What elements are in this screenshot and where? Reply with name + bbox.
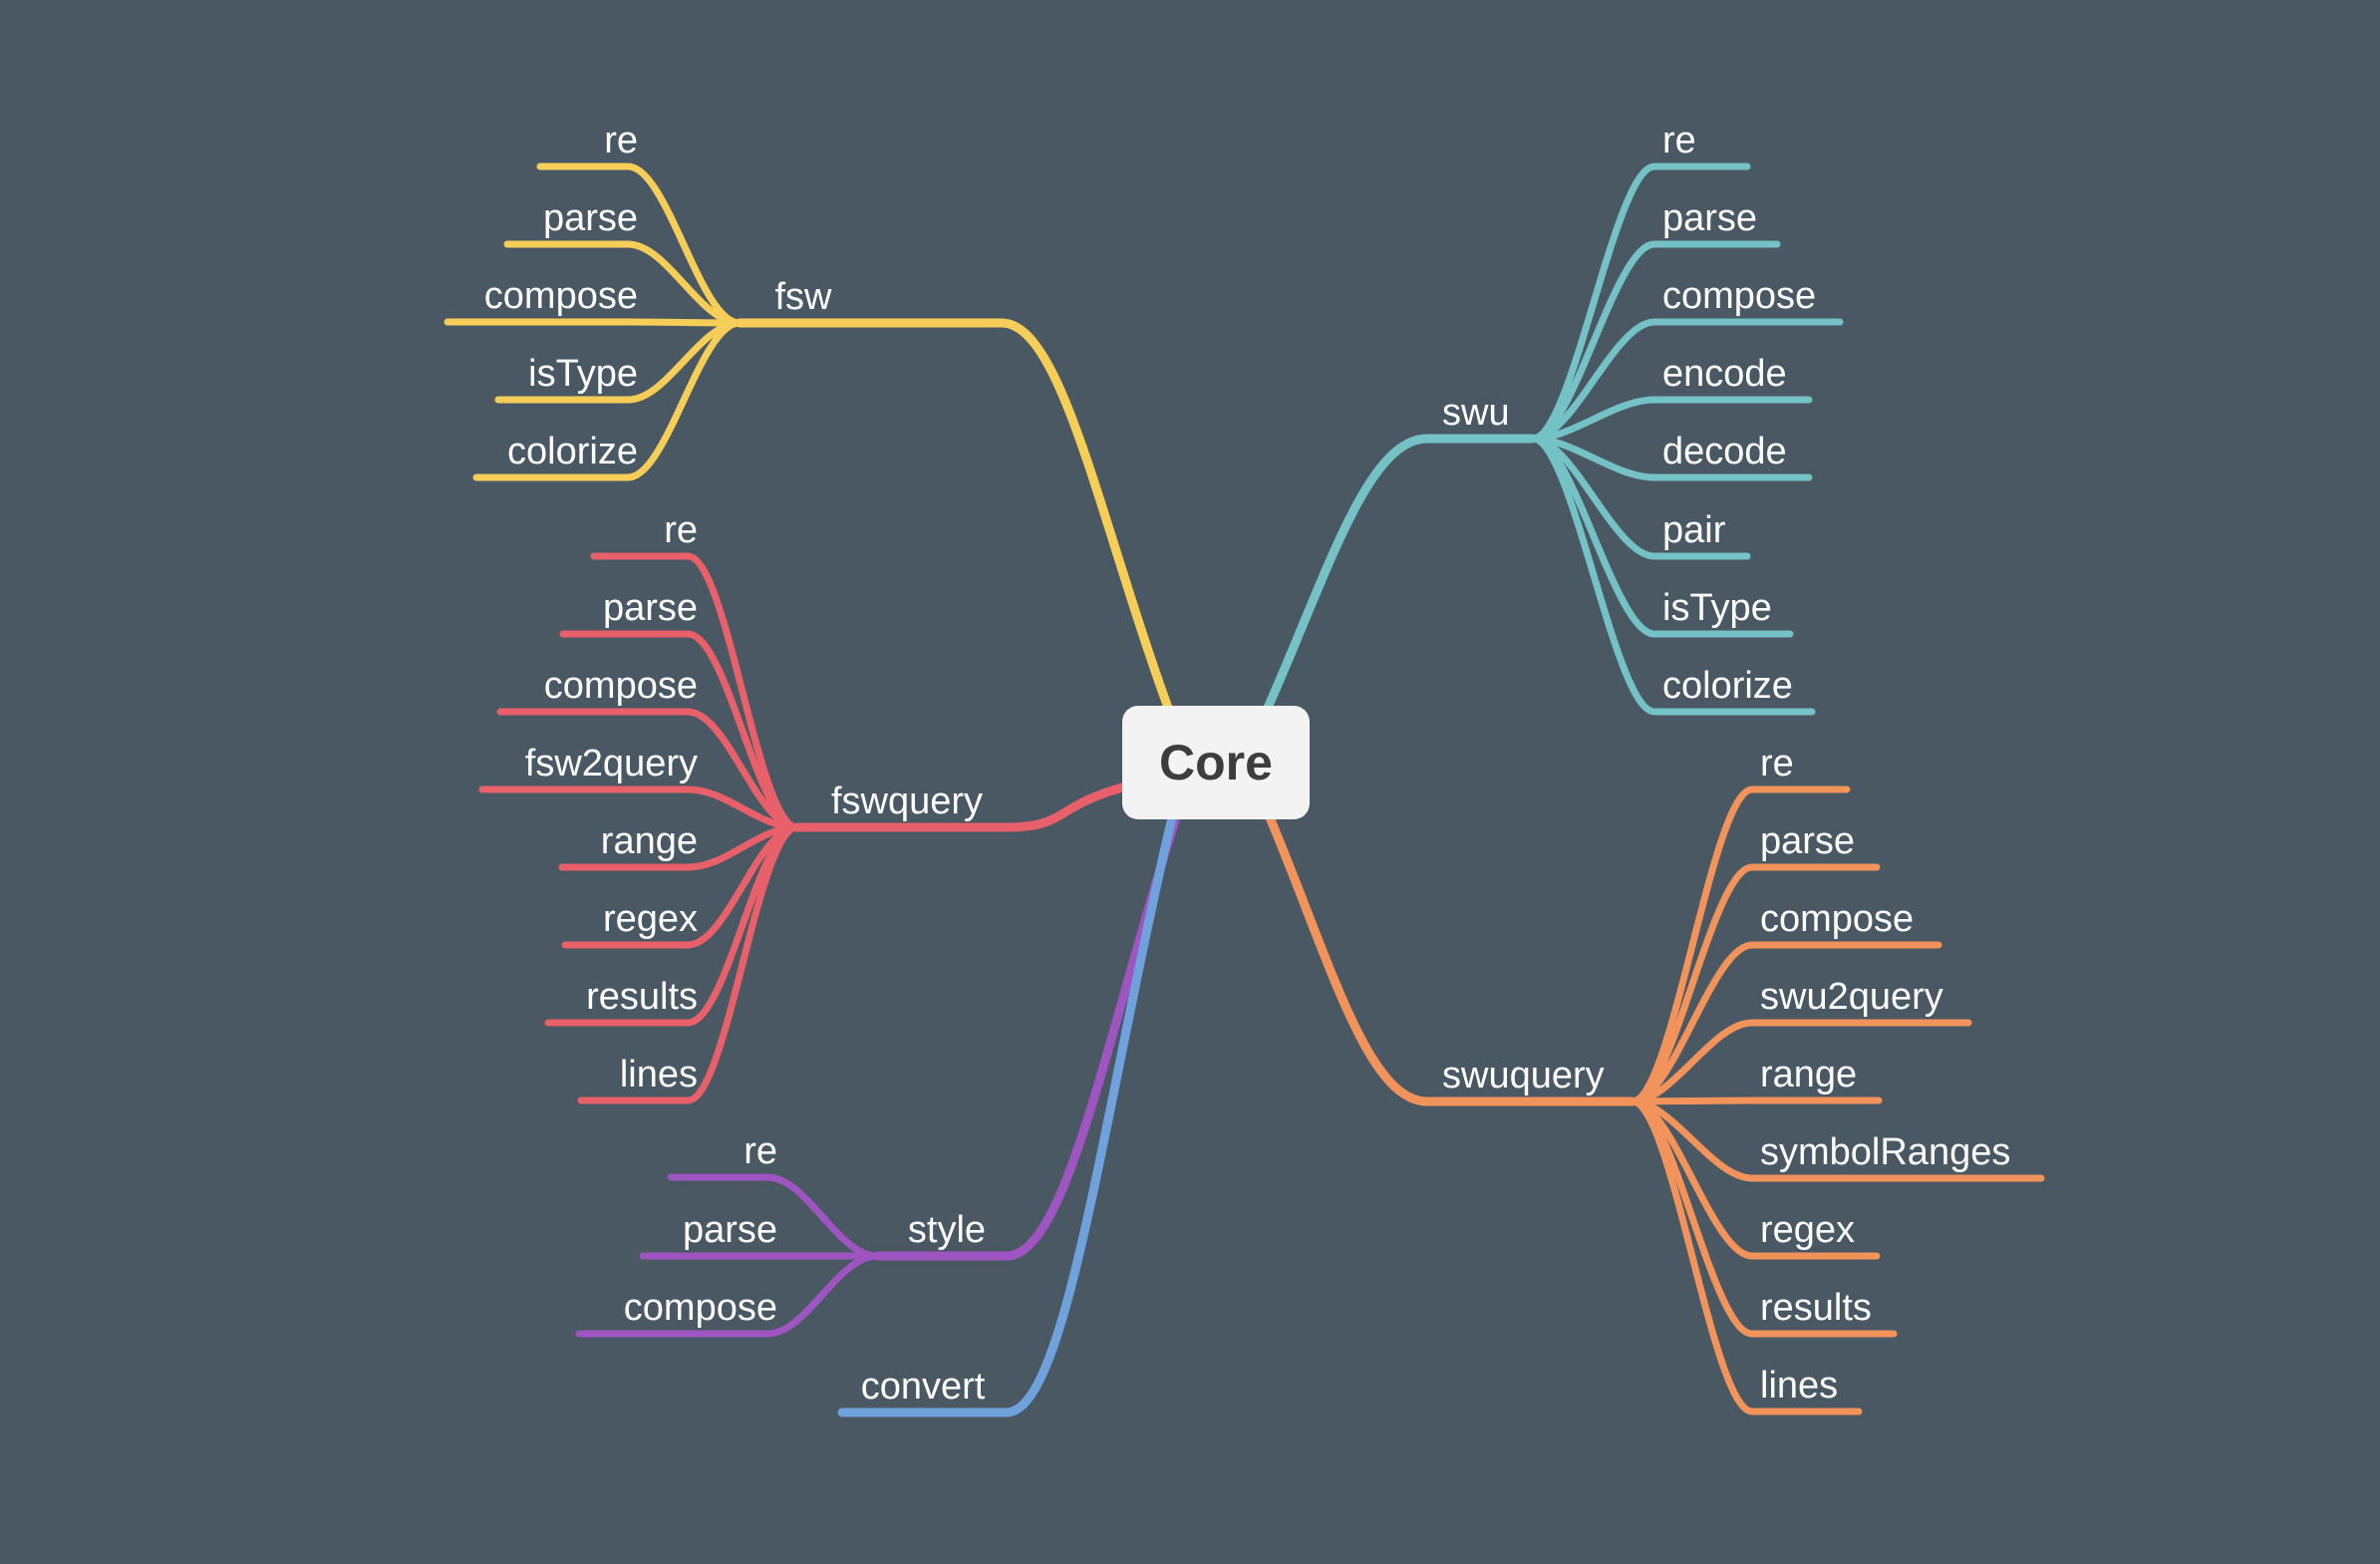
branch-connector-style [872, 812, 1181, 1261]
branch-style[interactable]: style [908, 1209, 986, 1251]
leaf-fswquery-range[interactable]: range [601, 820, 698, 862]
leaf-connector-swu-compose [1529, 318, 1844, 443]
leaf-connector-fsw-colorize [472, 319, 744, 481]
leaf-swu-encode[interactable]: encode [1662, 353, 1787, 395]
leaf-swuquery-parse[interactable]: parse [1760, 820, 1855, 862]
leaf-swu-isType[interactable]: isType [1662, 587, 1772, 629]
leaf-fswquery-re[interactable]: re [664, 509, 698, 551]
leaf-fswquery-results[interactable]: results [586, 976, 698, 1018]
leaf-swuquery-regex[interactable]: regex [1760, 1209, 1855, 1251]
branch-connector-fswquery [792, 782, 1127, 832]
root-node-label: Core [1159, 735, 1273, 790]
connector-layer [444, 162, 2045, 1417]
leaf-fsw-parse[interactable]: parse [543, 197, 638, 239]
leaf-swu-colorize[interactable]: colorize [1662, 665, 1793, 707]
leaf-connector-fswquery-lines [577, 823, 801, 1104]
leaf-connector-swuquery-range [1629, 1096, 1883, 1105]
leaf-connector-fswquery-compose [496, 708, 801, 831]
leaf-fswquery-regex[interactable]: regex [603, 898, 698, 940]
leaf-fswquery-parse[interactable]: parse [603, 587, 698, 629]
branch-fsw[interactable]: fsw [775, 276, 833, 318]
leaf-fsw-isType[interactable]: isType [528, 353, 638, 395]
root-node-box [1122, 706, 1310, 819]
leaf-fsw-compose[interactable]: compose [484, 275, 638, 317]
branch-connector-swuquery [1265, 812, 1637, 1106]
leaf-fsw-re[interactable]: re [604, 120, 638, 161]
branch-swu[interactable]: swu [1442, 392, 1510, 434]
leaf-swuquery-results[interactable]: results [1760, 1287, 1872, 1329]
leaf-connector-style-compose [575, 1252, 881, 1338]
leaf-fswquery-compose[interactable]: compose [544, 665, 698, 707]
leaf-swuquery-lines[interactable]: lines [1760, 1365, 1838, 1407]
leaf-connector-swu-colorize [1529, 435, 1816, 716]
node-layer: fsw re parse compose isType colorize fswquery r… [484, 120, 2011, 1408]
leaf-swuquery-symbolRanges[interactable]: symbolRanges [1760, 1131, 2010, 1173]
leaf-swuquery-re[interactable]: re [1760, 743, 1794, 784]
branch-connector-swu [1263, 434, 1538, 713]
branch-convert[interactable]: convert [861, 1366, 986, 1408]
leaf-connector-fsw-re [536, 162, 744, 327]
leaf-connector-fsw-compose [444, 318, 744, 327]
leaf-style-parse[interactable]: parse [683, 1209, 777, 1251]
leaf-connector-swuquery-compose [1629, 941, 1942, 1105]
leaf-style-re[interactable]: re [744, 1130, 777, 1172]
leaf-swu-pair[interactable]: pair [1662, 509, 1726, 551]
leaf-style-compose[interactable]: compose [624, 1287, 777, 1329]
leaf-swu-re[interactable]: re [1662, 120, 1696, 161]
leaf-connector-style-re [667, 1173, 881, 1260]
leaf-swu-decode[interactable]: decode [1662, 431, 1787, 472]
branch-connector-convert [837, 812, 1177, 1417]
leaf-swuquery-swu2query[interactable]: swu2query [1760, 976, 1943, 1018]
leaf-fswquery-fsw2query[interactable]: fsw2query [525, 743, 698, 784]
leaf-swu-parse[interactable]: parse [1662, 197, 1757, 239]
root-node[interactable]: Core [1122, 706, 1310, 819]
branch-fswquery[interactable]: fswquery [831, 781, 983, 822]
leaf-connector-fsw-parse [503, 240, 744, 327]
leaf-connector-swuquery-lines [1629, 1097, 1863, 1415]
leaf-fsw-colorize[interactable]: colorize [507, 431, 638, 472]
leaf-fswquery-lines[interactable]: lines [620, 1054, 698, 1095]
leaf-swuquery-range[interactable]: range [1760, 1054, 1857, 1095]
branch-connector-fsw [735, 318, 1173, 713]
leaf-swu-compose[interactable]: compose [1662, 275, 1816, 317]
leaf-swuquery-compose[interactable]: compose [1760, 898, 1914, 940]
leaf-connector-swuquery-swu2query [1629, 1019, 1972, 1105]
branch-swuquery[interactable]: swuquery [1442, 1055, 1605, 1096]
